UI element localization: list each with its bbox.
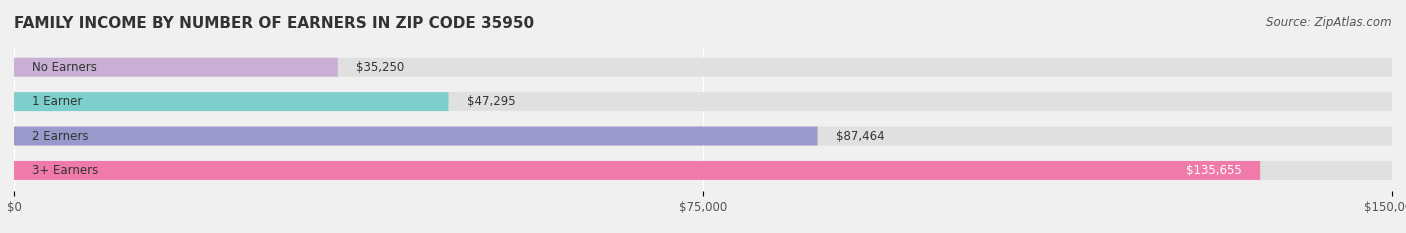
Text: 1 Earner: 1 Earner (32, 95, 83, 108)
Text: $35,250: $35,250 (356, 61, 405, 74)
Text: $135,655: $135,655 (1187, 164, 1241, 177)
FancyBboxPatch shape (14, 161, 1392, 180)
FancyBboxPatch shape (14, 92, 1392, 111)
Text: 2 Earners: 2 Earners (32, 130, 89, 143)
Text: $47,295: $47,295 (467, 95, 516, 108)
Text: Source: ZipAtlas.com: Source: ZipAtlas.com (1267, 16, 1392, 29)
FancyBboxPatch shape (14, 92, 449, 111)
FancyBboxPatch shape (14, 58, 337, 77)
FancyBboxPatch shape (14, 127, 1392, 145)
Text: $87,464: $87,464 (835, 130, 884, 143)
Text: No Earners: No Earners (32, 61, 97, 74)
FancyBboxPatch shape (14, 58, 1392, 77)
FancyBboxPatch shape (14, 161, 1260, 180)
Text: 3+ Earners: 3+ Earners (32, 164, 98, 177)
Text: FAMILY INCOME BY NUMBER OF EARNERS IN ZIP CODE 35950: FAMILY INCOME BY NUMBER OF EARNERS IN ZI… (14, 16, 534, 31)
FancyBboxPatch shape (14, 127, 817, 145)
